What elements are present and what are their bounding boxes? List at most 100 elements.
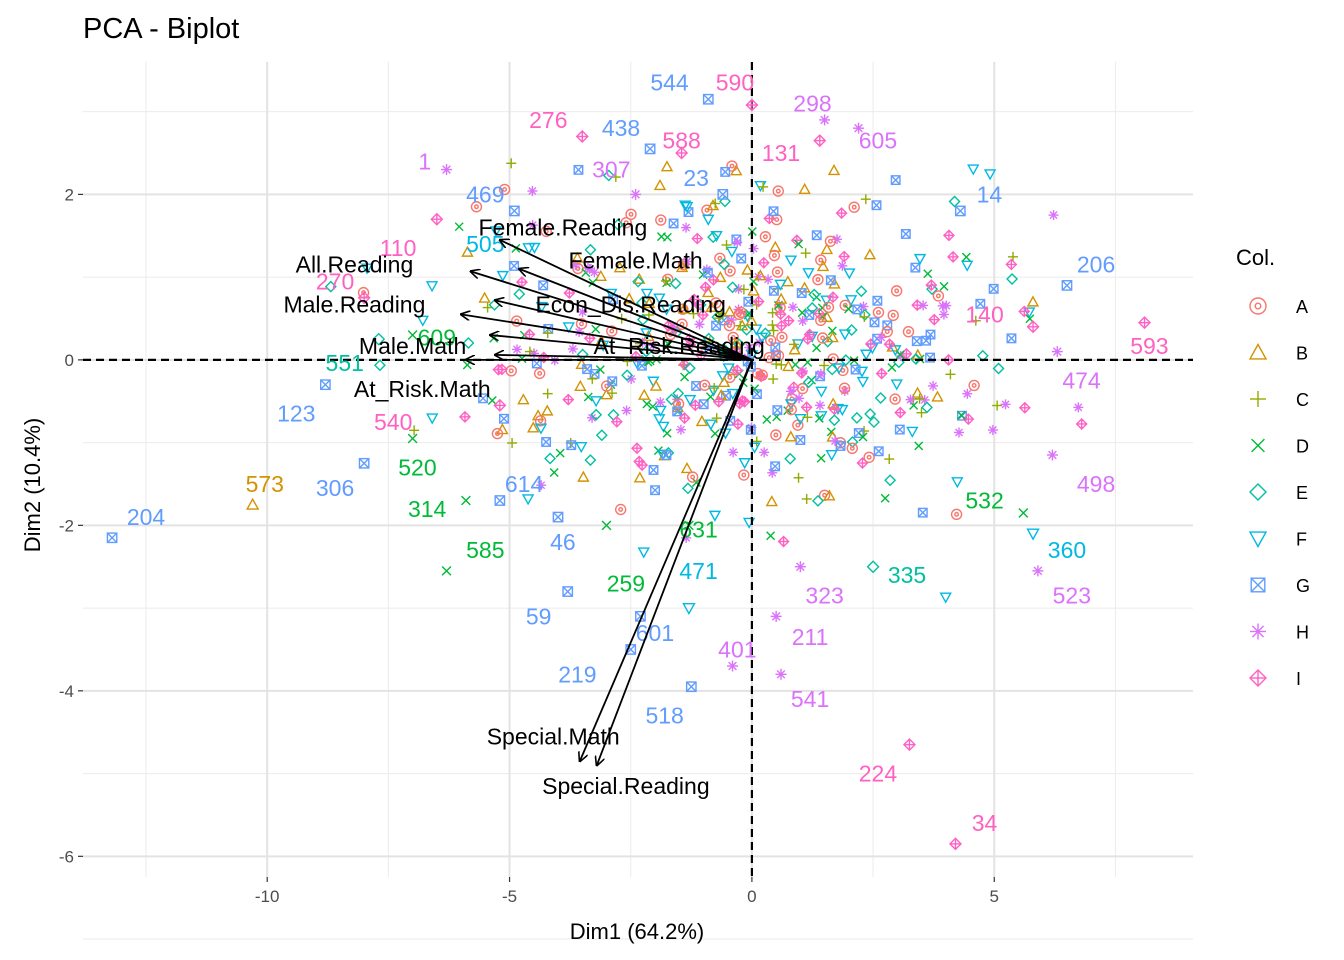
- observation-point: [695, 414, 709, 427]
- observation-point: [914, 441, 924, 451]
- point-label: 110: [380, 235, 417, 261]
- observation-point: [945, 369, 956, 380]
- observation-point: [950, 508, 963, 521]
- point-label: 614: [505, 471, 544, 497]
- observation-point: [869, 317, 880, 328]
- observation-point: [707, 273, 720, 286]
- point-label: 498: [1077, 471, 1115, 497]
- point-label: 601: [636, 620, 674, 646]
- observation-point: [574, 379, 587, 392]
- labeled-point: [630, 188, 642, 200]
- observation-point: [826, 363, 839, 376]
- observation-point: [511, 315, 523, 327]
- observation-point: [728, 447, 739, 458]
- observation-point: [839, 299, 851, 311]
- observation-point: [1018, 305, 1031, 318]
- labeled-point: [866, 560, 880, 574]
- observation-point: [790, 234, 803, 247]
- observation-point: [660, 160, 674, 172]
- observation-point: [852, 304, 863, 315]
- legend-label: B: [1296, 344, 1308, 364]
- observation-point: [838, 329, 852, 341]
- observation-point: [859, 311, 870, 322]
- observation-point: [769, 240, 782, 252]
- observation-point: [702, 214, 715, 226]
- observation-point: [814, 413, 824, 423]
- observation-point: [540, 225, 552, 238]
- observation-point: [621, 405, 632, 416]
- labeled-point: [775, 668, 787, 680]
- labeled-point: [522, 243, 536, 256]
- observation-point: [462, 360, 472, 370]
- variable-label: Special.Math: [487, 723, 620, 749]
- observation-point: [577, 306, 588, 317]
- legend-key-F: [1248, 531, 1268, 548]
- labeled-point: [675, 146, 689, 160]
- observation-point: [828, 277, 841, 289]
- observation-point: [454, 222, 464, 232]
- y-tick-label: -4: [59, 682, 74, 701]
- observation-point: [688, 308, 699, 319]
- observation-point: [482, 302, 493, 313]
- observation-point: [1006, 272, 1019, 285]
- observation-point: [682, 256, 693, 267]
- observation-point: [803, 328, 816, 341]
- observation-point: [814, 400, 825, 411]
- observation-point: [823, 489, 836, 501]
- observation-point: [909, 352, 922, 365]
- observation-point: [537, 351, 550, 364]
- observation-point: [535, 301, 548, 313]
- observation-point: [962, 388, 973, 399]
- labeled-point: [1026, 320, 1040, 334]
- observation-point: [872, 306, 885, 319]
- point-label: 219: [558, 661, 596, 687]
- observation-point: [462, 336, 475, 349]
- observation-point: [527, 186, 538, 197]
- observation-point: [928, 380, 939, 391]
- point-label: 14: [977, 181, 1003, 207]
- observation-point: [584, 243, 597, 256]
- observation-point: [478, 393, 489, 404]
- observation-point: [802, 412, 813, 423]
- point-label: 314: [408, 496, 447, 522]
- observation-point: [884, 474, 897, 487]
- observation-point: [688, 293, 701, 306]
- point-label: 1: [418, 148, 431, 174]
- observation-point: [772, 405, 783, 416]
- y-tick-label: -6: [59, 847, 74, 866]
- observation-point: [657, 421, 670, 433]
- observation-point: [573, 164, 584, 175]
- observation-point: [938, 309, 949, 320]
- point-label: 307: [592, 157, 630, 183]
- observation-point: [890, 379, 903, 391]
- point-label: 131: [762, 140, 800, 166]
- observation-point: [748, 442, 761, 454]
- observation-point: [868, 416, 880, 429]
- x-axis-ticks: -10 -5 0 5: [255, 877, 999, 906]
- labeled-point: [1046, 449, 1058, 461]
- observation-point: [672, 406, 683, 417]
- legend-key-E: [1249, 483, 1267, 501]
- observation-point: [821, 335, 834, 348]
- observation-point: [512, 344, 523, 355]
- observation-point: [623, 292, 636, 304]
- point-label: 585: [466, 537, 504, 563]
- observation-point: [710, 231, 723, 243]
- observation-point: [741, 311, 754, 323]
- observation-point: [461, 245, 474, 257]
- observation-point: [872, 295, 883, 306]
- observation-point: [906, 426, 919, 438]
- variable-label: At_Risk.Math: [354, 376, 491, 402]
- observation-point: [768, 374, 779, 385]
- observation-point: [765, 334, 777, 347]
- labeled-point: [644, 143, 656, 155]
- observation-point: [562, 393, 575, 406]
- observation-point: [828, 414, 841, 427]
- observation-point: [801, 493, 812, 504]
- observation-point: [826, 331, 839, 343]
- observation-point: [584, 263, 595, 274]
- observation-point: [533, 367, 546, 380]
- observation-point: [947, 250, 960, 263]
